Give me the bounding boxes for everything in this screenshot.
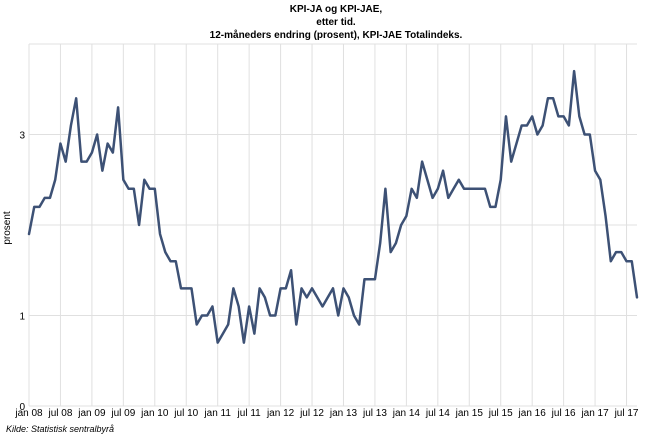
x-tick-label: jul 11 <box>237 408 262 419</box>
x-tick-label: jan 16 <box>518 408 547 419</box>
y-gridlines <box>29 43 637 407</box>
y-axis-label: prosent <box>2 211 13 245</box>
x-tick-label: jan 08 <box>14 408 43 419</box>
x-tick-label: jan 09 <box>77 408 106 419</box>
x-tick-label: jul 13 <box>362 408 387 419</box>
y-tick-label: 0 <box>19 402 25 413</box>
x-tick-label: jan 17 <box>580 408 609 419</box>
x-tick-label: jan 11 <box>203 408 231 419</box>
y-tick-label: 3 <box>19 131 25 142</box>
source-note: Kilde: Statistisk sentralbyrå <box>6 424 115 434</box>
x-tick-label: jan 10 <box>140 408 169 419</box>
y-tick-label: 1 <box>19 312 25 323</box>
x-tick-label: jul 12 <box>299 408 324 419</box>
x-tick-label: jul 08 <box>47 408 72 419</box>
x-tick-label: jul 15 <box>488 408 513 419</box>
x-tick-labels: jan 08 jul 08 jan 09 jul 09 jan 10 jul 10 jan … <box>14 408 639 419</box>
x-tick-label: jan 12 <box>266 408 295 419</box>
series-line <box>27 69 639 344</box>
chart-title-line-1: KPI-JA og KPI-JAE, <box>290 4 383 15</box>
y-tick-labels: 0 1 3 <box>19 131 25 414</box>
x-tick-label: jan 14 <box>392 408 421 419</box>
x-tick-label: jan 13 <box>329 408 358 419</box>
x-tick-label: jul 09 <box>110 408 135 419</box>
chart-title-line-2: etter tid. <box>316 17 356 28</box>
x-tick-label: jan 15 <box>455 408 484 419</box>
x-tick-label: jul 16 <box>551 408 576 419</box>
x-tick-label: jul 17 <box>614 408 639 419</box>
x-tick-label: jul 10 <box>173 408 198 419</box>
x-tick-label: jul 14 <box>425 408 450 419</box>
chart-title-line-3: 12-måneders endring (prosent), KPI-JAE T… <box>210 29 463 41</box>
